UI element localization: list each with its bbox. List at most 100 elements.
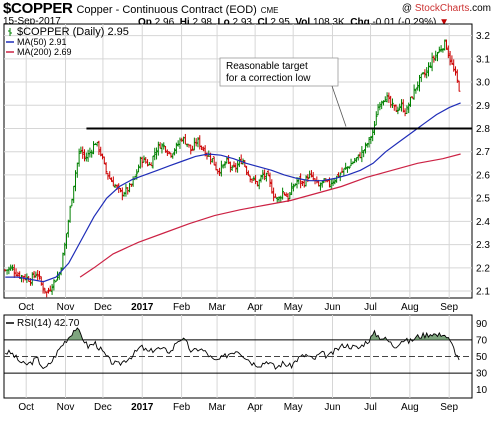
price-bar [274, 193, 277, 198]
price-bar [344, 162, 347, 170]
close-value: 2.95 [270, 17, 290, 28]
rsi-y-tick-label: 50 [476, 352, 488, 363]
annotation-box [219, 57, 339, 87]
price-bar [162, 142, 166, 150]
price-bar [425, 67, 428, 79]
price-x-tick-label: Oct [18, 302, 34, 313]
price-bar [38, 270, 41, 280]
change-down-icon: ▼ [439, 17, 450, 28]
price-y-tick-label: 2.8 [476, 124, 490, 135]
price-bar [121, 187, 124, 201]
price-bar [81, 146, 85, 159]
price-bar [52, 279, 56, 291]
price-y-tick-label: 3.2 [476, 31, 490, 42]
price-bar [65, 233, 68, 249]
price-bar [160, 143, 164, 154]
low-value: 2.93 [232, 17, 252, 28]
price-bar [104, 162, 108, 175]
price-y-tick-label: 3.0 [476, 78, 490, 89]
price-bar [16, 271, 20, 277]
price-bar [261, 169, 265, 180]
price-bar [184, 133, 187, 145]
price-x-tick-label: May [284, 302, 303, 313]
price-bar [438, 46, 441, 53]
price-bar [441, 48, 445, 53]
price-x-tick-label: Feb [173, 302, 191, 313]
price-bar [259, 174, 263, 183]
price-bar [288, 192, 292, 200]
price-bar [232, 161, 236, 168]
price-bar [407, 102, 410, 114]
price-bar [257, 179, 261, 190]
price-bar [54, 280, 57, 283]
price-bar [50, 283, 54, 295]
price-bar [180, 137, 184, 142]
price-bar [191, 145, 194, 151]
price-bar [378, 102, 382, 111]
price-bar [416, 81, 419, 91]
price-bar [139, 156, 142, 169]
price-bar [398, 103, 401, 111]
price-bar [371, 129, 374, 142]
price-bar [234, 162, 238, 173]
price-x-tick-label: 2017 [131, 302, 154, 313]
rsi-y-tick-label: 90 [476, 319, 488, 330]
price-bar [320, 181, 324, 188]
open-value: 2.96 [154, 17, 175, 28]
change-value: -0.01 (-0.29%) [372, 17, 437, 28]
price-legend-label: MA(50) 2.91 [17, 37, 67, 47]
price-bar [432, 55, 436, 63]
price-legend-label: $COPPER (Daily) 2.95 [17, 26, 129, 38]
annotation-pointer [331, 85, 347, 127]
price-bar [268, 172, 272, 188]
brand-watermark: @ StockCharts.com [402, 3, 491, 14]
price-bar [450, 55, 454, 65]
price-bar [448, 50, 452, 66]
price-bar [414, 88, 418, 94]
price-bar [171, 153, 175, 159]
price-bar [119, 187, 122, 193]
exchange: CME [260, 6, 279, 15]
price-panel: 2.1 2.2 2.3 2.4 2.5 2.6 2.7 2.8 2.9 3.0 3.1 3.2 Oct N… [3, 23, 490, 313]
price-y-tick-label: 3.1 [476, 54, 490, 65]
price-bar [452, 59, 456, 72]
low-label: Lo [217, 17, 230, 28]
price-bar [225, 157, 229, 164]
price-bar [227, 154, 230, 165]
price-bar [342, 168, 346, 177]
rsi-x-tick-label: Jul [364, 402, 377, 413]
price-bar [230, 165, 234, 171]
price-x-tick-label: Sep [440, 302, 458, 313]
ma200-line [79, 153, 461, 278]
price-bar [7, 266, 11, 275]
price-bar [434, 50, 438, 61]
price-bar [167, 151, 171, 155]
price-bar [419, 73, 423, 82]
price-bar [36, 269, 39, 281]
price-bar [218, 167, 221, 176]
price-bar [130, 183, 133, 187]
price-bar [340, 167, 344, 173]
price-bar [41, 280, 45, 294]
price-bar [360, 146, 364, 163]
brand-prefix: @ [401, 3, 415, 14]
price-x-tick-label: Jun [324, 302, 340, 313]
price-bar [110, 177, 113, 183]
price-bar [454, 66, 457, 76]
price-bar [387, 92, 391, 103]
price-bar [443, 39, 447, 51]
rsi-x-tick-label: 2017 [131, 402, 154, 413]
price-bar [392, 104, 396, 111]
price-bar [281, 187, 284, 200]
rsi-x-tick-label: May [284, 402, 303, 413]
open-label: Op [138, 17, 152, 28]
quote-date: 15-Sep-2017 [3, 16, 61, 27]
price-bar [157, 141, 160, 156]
price-bar [445, 39, 448, 50]
price-bar [79, 146, 83, 154]
price-bar [270, 179, 274, 194]
price-bar [196, 137, 200, 148]
price-bar [382, 100, 385, 106]
